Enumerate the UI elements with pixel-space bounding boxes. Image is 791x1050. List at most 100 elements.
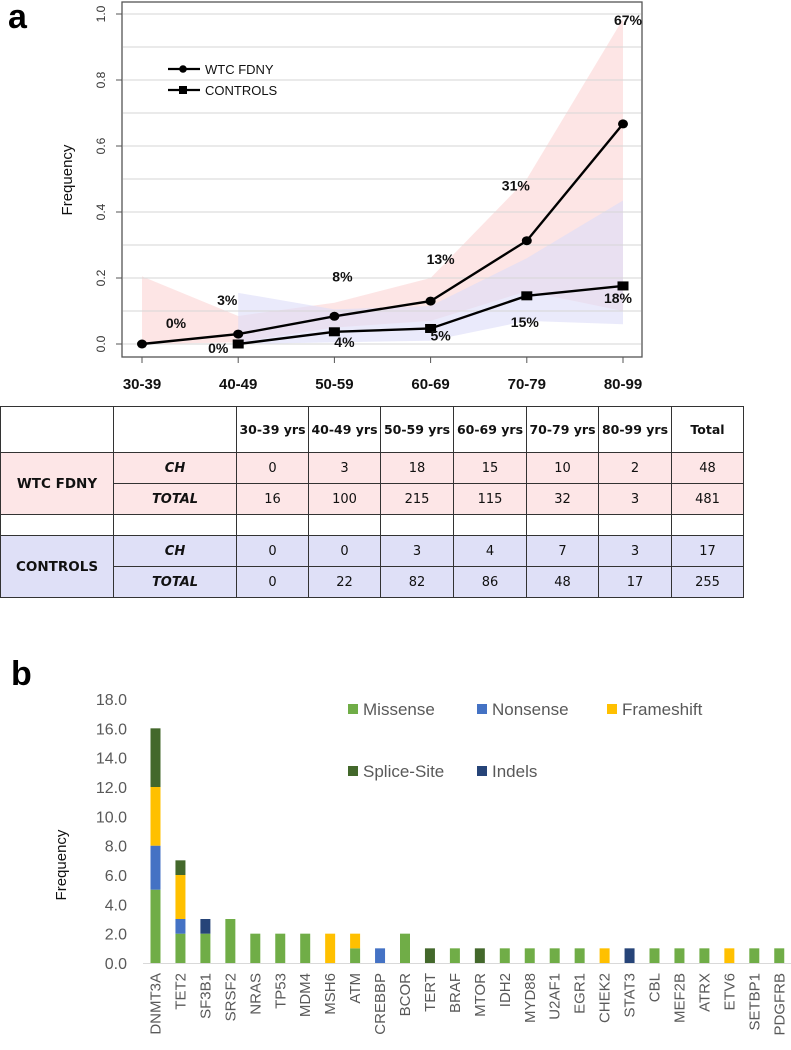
data-point-wtc xyxy=(233,329,244,339)
column-header xyxy=(0,406,114,453)
y-tick-label: 6.0 xyxy=(105,868,127,885)
data-label-controls: 5% xyxy=(430,327,451,343)
bar-stack-cbl xyxy=(649,948,660,963)
table-row: CONTROLS CH 0 0 3 4 7 3 17 xyxy=(0,535,744,598)
x-tick-label: TERT xyxy=(422,973,439,1012)
table-cell: 255 xyxy=(671,566,744,598)
table-row: TOTAL 16 100 215 115 32 3 481 xyxy=(1,483,744,515)
empty-cell xyxy=(236,514,309,536)
x-tick-label: MDM4 xyxy=(297,973,314,1017)
stacked-bar-chart-mutations: 0.0 2.0 4.0 6.0 8.0 10.0 12.0 14.0 16.0 18.0 Freq… xyxy=(53,692,791,1036)
bar-segment-missense xyxy=(499,948,510,963)
data-point-controls xyxy=(425,323,437,333)
spacer-row xyxy=(0,514,744,536)
line-chart-age-frequency: 0.0 0.2 0.4 0.6 0.8 1.0 30-39 40-49 50-59 60-69 7… xyxy=(59,1,643,393)
legend-label-indels: Indels xyxy=(492,762,537,781)
bar-stack-tp53 xyxy=(275,933,286,963)
empty-cell xyxy=(380,514,454,536)
table-cell: 17 xyxy=(598,566,672,598)
bar-stack-nras xyxy=(250,933,261,963)
legend-swatch-nonsense xyxy=(477,704,487,714)
x-tick-label: BRAF xyxy=(447,973,464,1013)
y-tick-label: 2.0 xyxy=(105,927,127,944)
x-tick-label: 50-59 xyxy=(315,376,353,393)
data-label-controls: 18% xyxy=(604,290,633,306)
data-point-controls xyxy=(617,281,629,291)
data-label-wtc: 67% xyxy=(614,12,643,28)
x-tick-label: SETBP1 xyxy=(746,973,763,1031)
table-cell: 3 xyxy=(598,483,672,515)
bar-segment-missense xyxy=(674,948,685,963)
bar-stack-stat3 xyxy=(624,948,635,963)
y-tick-label: 0.6 xyxy=(94,137,108,154)
x-tick-label: ATM xyxy=(347,973,364,1004)
x-tick-label: MTOR xyxy=(472,973,489,1017)
bar-segment-missense xyxy=(449,948,460,963)
y-tick-label: 1.0 xyxy=(94,5,108,22)
bar-segment-frameshift xyxy=(599,948,610,963)
bar-stack-braf xyxy=(449,948,460,963)
x-tick-label: MSH6 xyxy=(322,973,339,1015)
empty-cell xyxy=(308,514,381,536)
x-tick-label: IDH2 xyxy=(497,973,514,1007)
bar-segment-frameshift xyxy=(175,875,186,919)
bar-segment-missense xyxy=(699,948,710,963)
table-cell: 48 xyxy=(526,566,599,598)
y-tick-label: 0.8 xyxy=(94,71,108,88)
table-cell: 0 xyxy=(236,452,309,484)
bar-segment-missense xyxy=(649,948,660,963)
bar-stack-u2af1 xyxy=(549,948,560,963)
group-label: CONTROLS xyxy=(0,535,114,598)
bar-segment-nonsense xyxy=(375,948,386,963)
data-label-wtc: 8% xyxy=(332,268,353,284)
row-label: TOTAL xyxy=(113,483,237,515)
bar-stack-sf3b1 xyxy=(200,919,211,963)
x-tick-label: CHEK2 xyxy=(597,973,614,1023)
bar-stack-setbp1 xyxy=(749,948,760,963)
bar-stack-pdgfrb xyxy=(774,948,785,963)
x-tick-label: TP53 xyxy=(272,973,289,1009)
bar-stack-mtor xyxy=(474,948,485,963)
legend-label-wtc: WTC FDNY xyxy=(205,62,274,77)
table-cell: 7 xyxy=(526,535,599,567)
bar-stack-srsf2 xyxy=(225,919,236,963)
confidence-band-controls xyxy=(238,200,623,344)
bar-segment-nonsense xyxy=(150,845,161,890)
row-label: TOTAL xyxy=(113,566,237,598)
bar-segment-indels xyxy=(624,948,635,963)
data-point-wtc xyxy=(329,311,340,321)
x-tick-label: EGR1 xyxy=(572,973,589,1014)
bar-segment-indels xyxy=(200,919,211,934)
bar-segment-missense xyxy=(574,948,585,963)
table-cell: 100 xyxy=(308,483,381,515)
data-label-controls: 0% xyxy=(208,340,229,356)
table-cell: 0 xyxy=(236,566,309,598)
bar-segment-missense xyxy=(524,948,535,963)
bar-segment-missense xyxy=(225,919,236,963)
x-tick-label: 40-49 xyxy=(219,376,257,393)
x-tick-label: ETV6 xyxy=(721,973,738,1011)
bar-segment-missense xyxy=(200,933,211,963)
x-tick-label: PDGFRB xyxy=(771,973,788,1036)
bar-segment-missense xyxy=(549,948,560,963)
bar-stack-idh2 xyxy=(499,948,510,963)
column-header: 50-59 yrs xyxy=(380,406,454,453)
table-cell: 22 xyxy=(308,566,381,598)
bar-stack-myd88 xyxy=(524,948,535,963)
bar-segment-missense xyxy=(300,933,311,963)
ch-summary-table: 30-39 yrs 40-49 yrs 50-59 yrs 60-69 yrs 70-7… xyxy=(0,406,744,598)
table-header-row: 30-39 yrs 40-49 yrs 50-59 yrs 60-69 yrs 70-7… xyxy=(0,406,744,453)
x-tick-label: 60-69 xyxy=(411,376,449,393)
table-cell: 481 xyxy=(671,483,744,515)
table-cell: 10 xyxy=(526,452,599,484)
data-point-wtc xyxy=(521,236,532,246)
legend-label-missense: Missense xyxy=(363,700,435,719)
table-cell: 3 xyxy=(598,535,672,567)
empty-cell xyxy=(0,514,114,536)
y-tick-label: 0.0 xyxy=(94,335,108,352)
plot-frame xyxy=(121,1,643,358)
empty-cell xyxy=(671,514,744,536)
table-cell: 4 xyxy=(453,535,527,567)
data-point-controls xyxy=(521,291,533,301)
x-tick-label: 30-39 xyxy=(123,376,161,393)
